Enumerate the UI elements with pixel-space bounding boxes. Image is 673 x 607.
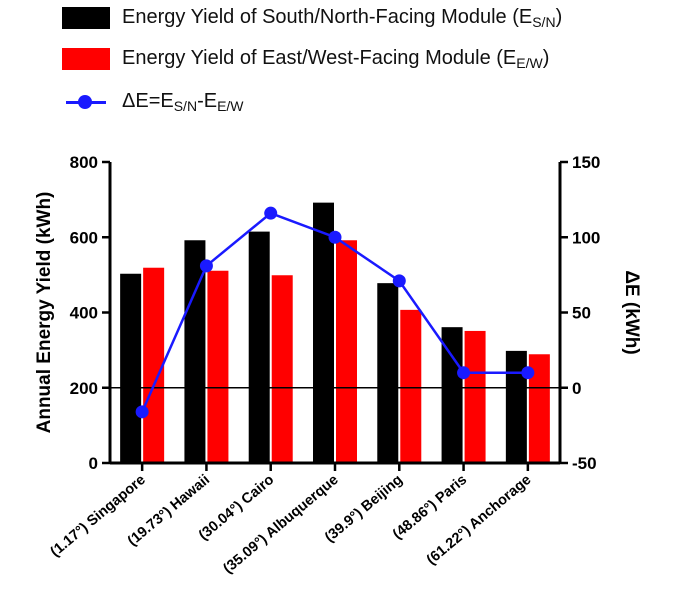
y-tick-label-left: 0 — [89, 454, 98, 473]
bar-sn — [120, 273, 142, 463]
x-tick-label: (35.09°) Albuquerque — [220, 472, 341, 577]
bar-ew — [143, 267, 165, 463]
delta-point — [521, 366, 535, 380]
legend-swatch-ew — [62, 48, 110, 70]
y-tick-label-left: 600 — [70, 228, 98, 247]
y-tick-label-right: -50 — [572, 454, 597, 473]
legend-marker-delta — [78, 95, 92, 109]
bar-sn — [377, 283, 399, 463]
y-tick-label-left: 200 — [70, 379, 98, 398]
bar-ew — [400, 309, 422, 463]
bar-ew — [271, 275, 293, 463]
bar-sn — [505, 350, 527, 463]
bar-sn — [441, 327, 463, 463]
legend-swatch-sn — [62, 7, 110, 29]
delta-point — [135, 405, 149, 419]
y-tick-label-right: 0 — [572, 379, 581, 398]
legend-item-ew: Energy Yield of East/West-Facing Module … — [62, 43, 662, 73]
bar-ew — [336, 240, 357, 463]
y-tick-label-right: 150 — [572, 153, 600, 172]
bar-sn — [313, 202, 334, 463]
delta-point — [199, 259, 213, 273]
legend-label-delta: ΔE=ES/N-EE/W — [122, 90, 244, 114]
bar-ew — [464, 330, 486, 463]
y-tick-label-right: 100 — [572, 228, 600, 247]
legend-label-ew: Energy Yield of East/West-Facing Module … — [122, 47, 550, 71]
legend-item-delta: ΔE=ES/N-EE/W — [62, 86, 662, 116]
delta-point — [457, 366, 471, 380]
bar-sn — [184, 240, 206, 463]
x-tick-label: (61.22°) Anchorage — [424, 472, 535, 568]
legend-item-sn: Energy Yield of South/North-Facing Modul… — [62, 2, 662, 32]
legend-label-sn: Energy Yield of South/North-Facing Modul… — [122, 6, 563, 30]
y-tick-label-left: 400 — [70, 304, 98, 323]
bar-ew — [207, 270, 229, 463]
bar-ew — [528, 354, 550, 463]
delta-point — [392, 274, 406, 288]
y-tick-label-left: 800 — [70, 153, 98, 172]
delta-point — [264, 206, 278, 220]
delta-point — [328, 230, 342, 244]
y-axis-label-left: Annual Energy Yield (kWh) — [34, 192, 55, 434]
y-tick-label-right: 50 — [572, 304, 591, 323]
y-axis-label-right: ΔE (kWh) — [621, 270, 642, 354]
bar-sn — [248, 231, 270, 463]
